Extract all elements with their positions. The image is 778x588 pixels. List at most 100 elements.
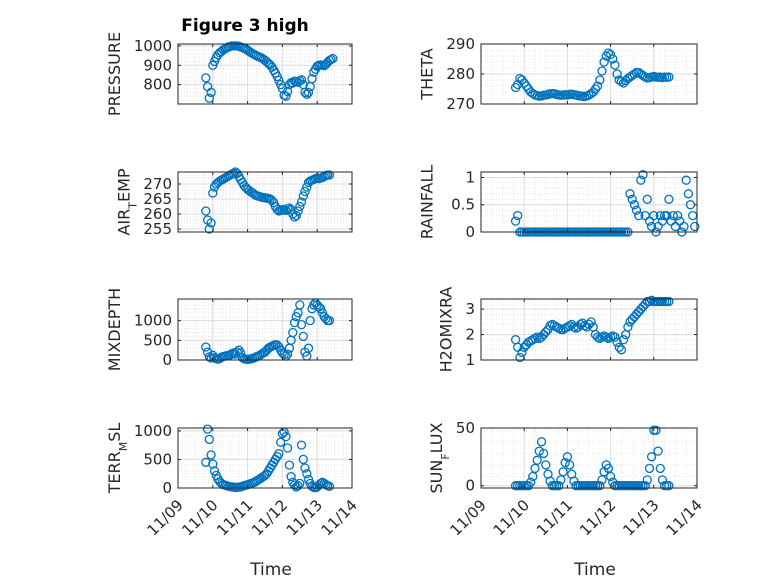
- h2omixra-ytick-label: 3: [465, 300, 475, 318]
- mixdepth-point: [305, 315, 315, 326]
- pressure-point: [204, 93, 214, 103]
- terr_msl-ytick-label: 500: [143, 450, 172, 468]
- terr_msl-point: [324, 481, 335, 491]
- air_temp-ylabel: AIRTEMP: [115, 168, 140, 235]
- mixdepth-ytick-label: 1000: [134, 312, 172, 330]
- pressure-point: [282, 86, 293, 97]
- air_temp-point: [201, 206, 211, 216]
- sun_flux-point: [603, 463, 614, 474]
- sun_flux-point: [564, 460, 575, 470]
- rainfall-point: [642, 194, 652, 204]
- mixdepth-ytick-label: 500: [143, 331, 172, 349]
- h2omixra-point: [608, 331, 618, 341]
- rainfall-ytick-label: 0.5: [451, 196, 475, 214]
- sun_flux-point: [532, 455, 542, 465]
- sun_flux-xtick-label: 11/13: [619, 496, 662, 539]
- terr_msl-xtick-label: 11/14: [318, 496, 361, 539]
- terr_msl-point: [276, 437, 286, 447]
- theta-point: [592, 81, 603, 91]
- sun_flux-point: [640, 481, 650, 491]
- rainfall-point: [690, 221, 700, 232]
- terr_msl-point: [293, 481, 303, 491]
- air_temp-point: [208, 188, 218, 198]
- mixdepth-point: [288, 327, 298, 338]
- theta-ytick-label: 270: [446, 95, 475, 113]
- rainfall-point: [655, 210, 665, 221]
- theta-point: [610, 60, 620, 70]
- sun_flux-point: [536, 437, 547, 447]
- mixdepth-point: [296, 319, 307, 330]
- pressure-ytick-label: 1000: [134, 37, 172, 55]
- terr_msl-point: [295, 478, 305, 489]
- chart-rainfall: 0 0.5 1 RAINFALL: [418, 165, 700, 241]
- mixdepth-point: [309, 300, 319, 310]
- rainfall-ytick-label: 0: [465, 223, 475, 241]
- pressure-point: [296, 75, 307, 85]
- sun_flux-point: [644, 463, 655, 474]
- theta-point: [599, 57, 609, 67]
- h2omixra-point: [612, 337, 622, 347]
- air_temp-point: [286, 204, 296, 215]
- sun_flux-point: [538, 448, 549, 459]
- terr_msl-point: [274, 449, 284, 459]
- h2omixra-ylabel: H2OMIXRA: [437, 287, 456, 373]
- h2omixra-ytick-label: 2: [465, 326, 475, 344]
- mixdepth-point: [279, 349, 289, 360]
- theta-point: [595, 75, 605, 85]
- sun_flux-point: [558, 467, 568, 477]
- sun_flux-ytick-label: 0: [465, 477, 475, 495]
- mixdepth-point: [303, 343, 314, 353]
- pressure-point: [307, 74, 317, 84]
- mixdepth-point: [289, 317, 300, 328]
- h2omixra-point: [614, 342, 624, 352]
- mixdepth-point: [229, 348, 239, 358]
- terr_msl-axes-box: [177, 427, 353, 489]
- rainfall-point: [683, 189, 694, 199]
- terr_msl-xlabel: Time: [249, 560, 292, 580]
- rainfall-point: [672, 210, 683, 221]
- sun_flux-point: [526, 477, 536, 487]
- sun_flux-point: [657, 475, 668, 485]
- h2omixra-ytick-label: 1: [465, 351, 475, 369]
- pressure-point: [326, 54, 336, 65]
- pressure-point: [328, 53, 338, 64]
- sun_flux-point: [653, 446, 663, 456]
- pressure-ytick-label: 900: [143, 56, 172, 74]
- air_temp-point: [324, 170, 335, 180]
- air_temp-ytick-label: 260: [143, 205, 172, 223]
- pressure-ylabel: PRESSURE: [105, 32, 124, 116]
- pressure-point: [277, 83, 288, 94]
- theta-point: [519, 78, 529, 88]
- air_temp-point: [300, 186, 310, 197]
- rainfall-point: [627, 194, 637, 204]
- terr_msl-xtick-label: 11/10: [178, 496, 221, 539]
- pressure-point: [303, 87, 314, 98]
- h2omixra-point: [623, 322, 633, 332]
- chart-theta: 270 280 290 THETA: [418, 35, 698, 113]
- theta-point: [597, 66, 607, 76]
- h2omixra-point: [530, 333, 540, 344]
- pressure-point: [274, 75, 284, 86]
- rainfall-point: [668, 210, 678, 221]
- pressure-point: [201, 73, 211, 83]
- mixdepth-point: [324, 315, 335, 326]
- terr_msl-point: [296, 440, 307, 450]
- sun_flux-point: [605, 471, 616, 482]
- mixdepth-axes-box: [177, 298, 353, 361]
- mixdepth-ylabel: MIXDEPTH: [105, 288, 124, 371]
- rainfall-point: [510, 216, 521, 226]
- rainfall-point: [664, 194, 674, 204]
- air_temp-ytick-label: 270: [143, 175, 172, 193]
- sun_flux-point: [646, 452, 657, 462]
- theta-point: [629, 69, 640, 79]
- sun_flux-xtick-label: 11/10: [490, 496, 533, 539]
- h2omixra-point: [586, 317, 596, 327]
- sun_flux-xtick-label: 11/14: [663, 496, 706, 539]
- theta-ytick-label: 280: [446, 65, 475, 83]
- pressure-axes-box: [177, 43, 353, 105]
- mixdepth-point: [298, 331, 308, 342]
